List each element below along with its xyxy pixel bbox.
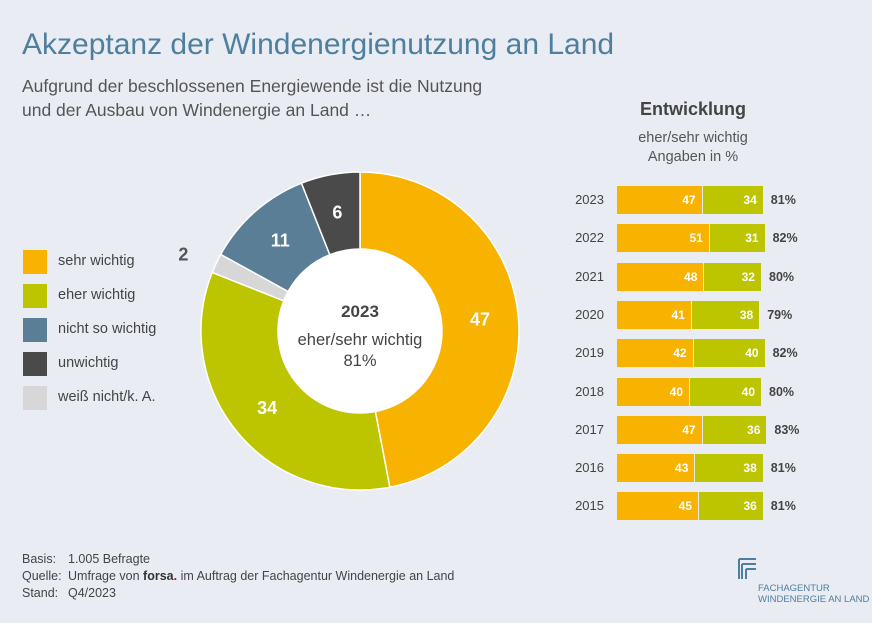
logo-text-line-2: WINDENERGIE AN LAND (758, 594, 870, 605)
bar-segment-sehr-wichtig: 45 (617, 492, 698, 521)
legend-label: sehr wichtig (58, 253, 135, 269)
bar-segment-sehr-wichtig: 42 (617, 339, 693, 368)
legend-item: nicht so wichtig (23, 318, 223, 342)
bar-segment-eher-wichtig: 34 (701, 186, 763, 214)
legend-swatch (23, 250, 47, 274)
bar-row: 2019 42 40 82% (560, 339, 830, 368)
forsa-brand-dot: . (173, 569, 178, 583)
bar-row: 2020 41 38 79% (560, 300, 830, 329)
legend-label: weiß nicht/k. A. (58, 389, 156, 405)
bar-segment-eher-wichtig: 40 (692, 339, 765, 368)
bar-year-label: 2022 (575, 230, 604, 246)
bar-segment-eher-wichtig: 36 (698, 492, 763, 521)
bar-segment-eher-wichtig: 31 (708, 224, 765, 253)
subtitle-line-1: Aufgrund der beschlossenen Energiewende … (22, 76, 483, 96)
donut-center-label: eher/sehr wichtig (297, 331, 423, 349)
donut-slice-label: 2 (178, 245, 188, 265)
bar-year-label: 2016 (575, 460, 604, 476)
bar-segment-eher-wichtig: 38 (690, 300, 760, 329)
bar-total-label: 81% (770, 499, 796, 514)
bar-segment-eher-wichtig: 36 (701, 415, 767, 444)
footer: Basis: 1.005 Befragte Quelle: Umfrage von … (22, 552, 454, 603)
bar-year-label: 2020 (575, 306, 604, 322)
bar-segment-sehr-wichtig: 41 (617, 300, 691, 329)
bar-segment-eher-wichtig: 32 (703, 262, 761, 291)
legend-label: eher wichtig (58, 287, 136, 303)
footer-source: Quelle: Umfrage von forsa. im Auftrag der… (22, 569, 454, 586)
legend-item: eher wichtig (23, 284, 223, 308)
legend-item: unwichtig (23, 352, 223, 376)
bar-segment-sehr-wichtig: 51 (617, 224, 709, 253)
bar-segment-sehr-wichtig: 47 (617, 186, 702, 214)
donut-slice-label: 6 (332, 203, 342, 223)
bar-year-label: 2019 (575, 345, 604, 361)
legend-item: weiß nicht/k. A. (23, 386, 223, 410)
bar-year-label: 2021 (575, 268, 604, 284)
bar-row: 2017 47 36 83% (560, 415, 830, 444)
legend-swatch (23, 318, 47, 342)
bar-total-label: 80% (769, 269, 795, 284)
legend-label: unwichtig (58, 355, 119, 371)
bar-segment-sehr-wichtig: 43 (617, 454, 695, 483)
donut-slice-label: 34 (257, 398, 277, 418)
bar-total-label: 79% (767, 307, 793, 322)
legend-swatch (23, 284, 47, 308)
footer-basis: Basis: 1.005 Befragte (22, 552, 454, 569)
bar-segment-sehr-wichtig: 40 (617, 377, 689, 406)
forsa-brand: forsa (143, 569, 174, 583)
bar-row: 2021 48 32 80% (560, 262, 830, 291)
footer-date-value: Q4/2023 (68, 586, 116, 600)
bar-year-label: 2017 (575, 421, 604, 437)
bar-total-label: 81% (770, 193, 796, 207)
footer-source-post: im Auftrag der Fachagentur Windenergie a… (180, 569, 455, 583)
legend-item: sehr wichtig (23, 250, 223, 274)
footer-source-pre: Umfrage von (68, 569, 140, 583)
chart-title: Akzeptanz der Windenergienutzung an Land (22, 28, 615, 61)
bar-year-label: 2015 (575, 498, 604, 514)
bar-total-label: 80% (769, 384, 795, 399)
bar-year-label: 2023 (575, 192, 604, 207)
donut-slice-label: 47 (470, 310, 490, 330)
bar-total-label: 82% (772, 231, 798, 246)
bar-row: 2016 43 38 81% (560, 454, 830, 483)
donut-center-year: 2023 (341, 302, 379, 321)
donut-center-value: 81% (343, 352, 377, 370)
legend-swatch (23, 386, 47, 410)
legend-swatch (23, 352, 47, 376)
bar-segment-sehr-wichtig: 47 (617, 415, 702, 444)
bar-segment-eher-wichtig: 40 (689, 377, 761, 406)
development-unit: Angaben in % (647, 149, 739, 165)
bar-row: 2022 51 31 82% (560, 224, 830, 253)
footer-date: Stand: Q4/2023 (22, 586, 454, 603)
footer-date-key: Stand: (22, 586, 59, 600)
bar-segment-sehr-wichtig: 48 (617, 262, 704, 291)
footer-source-key: Quelle: (22, 569, 62, 583)
bar-year-label: 2018 (575, 383, 604, 399)
development-subtitle: eher/sehr wichtig (638, 130, 748, 146)
bar-row: 2015 45 36 81% (560, 492, 830, 521)
footer-basis-key: Basis: (22, 552, 57, 566)
fachagentur-logo-icon (738, 558, 756, 579)
bar-segment-eher-wichtig: 38 (694, 454, 763, 483)
logo-text-line-1: FACHAGENTUR (758, 583, 830, 594)
bar-total-label: 83% (774, 422, 800, 437)
footer-basis-value: 1.005 Befragte (68, 552, 151, 566)
donut-slice-label: 11 (271, 231, 290, 251)
bar-total-label: 82% (772, 346, 798, 361)
subtitle-line-2: und der Ausbau von Windenergie an Land … (22, 100, 372, 120)
donut-hole (278, 249, 442, 413)
bar-row: 2018 40 40 80% (560, 377, 830, 406)
bar-total-label: 81% (770, 461, 796, 476)
development-title: Entwicklung (639, 99, 746, 119)
donut-slice (359, 171, 520, 489)
legend-label: nicht so wichtig (58, 321, 157, 337)
bar-row: 2023 47 34 81% (560, 186, 830, 214)
